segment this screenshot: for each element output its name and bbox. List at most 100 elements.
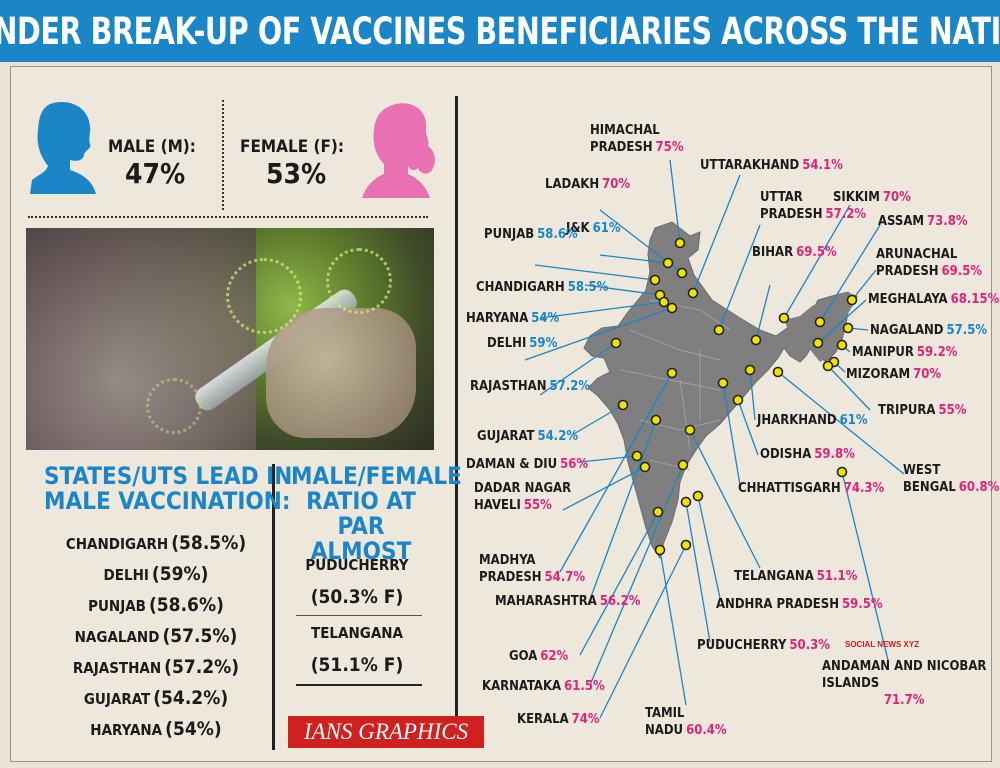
holding-hand — [266, 308, 416, 438]
state-value: 58.6% — [537, 227, 578, 242]
state-marker-arunachal-pradesh — [846, 294, 858, 306]
state-value: 62% — [540, 649, 569, 664]
par-separator — [296, 615, 422, 616]
state-value: 51.1% — [816, 569, 858, 584]
state-marker-ladakh — [676, 267, 688, 279]
leader-line-kerala — [599, 544, 687, 719]
state-marker-kerala — [680, 539, 692, 551]
state-label-arunachal-pradesh: ARUNACHAL PRADESH 69.5% — [876, 246, 982, 280]
state-name: DADAR NAGAR — [474, 481, 572, 496]
leader-line-uttarakhand — [692, 174, 741, 294]
male-lead-heading: STATES/UTS LEAD IN MALE VACCINATION: — [44, 462, 293, 515]
state-value: 55% — [523, 498, 552, 513]
state-label-tamil-nadu: TAMIL NADU 60.4% — [645, 705, 727, 739]
female-label: FEMALE (F): — [240, 137, 345, 157]
leader-line-assam — [819, 224, 881, 323]
state-name: J&K 61% — [566, 221, 621, 236]
state-name: ANDAMAN AND NICOBAR — [822, 659, 987, 674]
state-label-odisha: ODISHA 59.8% — [760, 446, 855, 463]
state-value: 50.3% — [789, 638, 830, 653]
state-name: GOA 62% — [509, 649, 569, 664]
state-value: 61.5% — [564, 679, 605, 694]
leader-line-andhra-pradesh — [697, 495, 721, 599]
state-value: 59.5% — [842, 597, 883, 612]
state-name: UTTAR — [760, 190, 803, 205]
gloved-hand — [26, 228, 256, 450]
leader-line-tamil-nadu — [659, 549, 687, 706]
state-value: 69.5% — [941, 264, 983, 279]
leader-line-goa — [579, 511, 659, 656]
state-label-andaman-and-nicobar-islands: ANDAMAN AND NICOBAR ISLANDS 71.7% — [822, 658, 986, 709]
state-name: JHARKHAND 61% — [757, 413, 868, 428]
female-head-icon — [362, 103, 435, 198]
state-label-tripura: TRIPURA 55% — [878, 402, 966, 419]
male-value: 47% — [125, 157, 186, 190]
leader-line-puducherry — [685, 501, 711, 643]
leader-line-madhya-pradesh — [559, 372, 673, 573]
state-label-mizoram: MIZORAM 70% — [846, 366, 941, 383]
par-item-telangana: TELANGANA (51.1% F) — [310, 624, 404, 676]
vertical-divider — [455, 96, 458, 741]
state-marker-bihar — [750, 334, 762, 346]
state-label-j-k: J&K 61% — [566, 220, 621, 237]
credit-badge: IANS GRAPHICS — [288, 716, 484, 748]
list-item: GUJARAT (54.2%) — [83, 687, 229, 709]
state-name: PUDUCHERRY 50.3% — [697, 638, 830, 653]
state-marker-meghalaya — [812, 337, 824, 349]
state-value: 59.2% — [916, 345, 958, 360]
state-value: 57.2% — [825, 207, 867, 222]
state-name: ANDHRA PRADESH 59.5% — [716, 597, 883, 612]
leader-line-punjab — [534, 264, 656, 281]
leader-line-delhi — [524, 307, 673, 361]
virus-icon — [326, 248, 392, 314]
state-marker-telangana — [684, 424, 696, 436]
list-item: DELHI (59%) — [103, 563, 209, 585]
vaccine-photo — [26, 228, 434, 450]
list-item: NAGALAND (57.5%) — [74, 625, 238, 647]
state-name: ODISHA 59.8% — [760, 447, 855, 462]
state-marker-daman-diu — [631, 450, 643, 462]
state-value: 75% — [655, 140, 684, 155]
state-label-rajasthan: RAJASTHAN 57.2% — [470, 378, 590, 395]
state-name: PRADESH 54.7% — [479, 570, 586, 585]
state-label-uttarakhand: UTTARAKHAND 54.1% — [700, 157, 843, 174]
dotted-divider — [222, 100, 224, 210]
state-value: 54.2% — [537, 429, 579, 444]
state-marker-assam — [814, 316, 826, 328]
virus-icon — [146, 378, 202, 434]
state-name: KARNATAKA 61.5% — [482, 679, 605, 694]
state-name: SIKKIM 70% — [833, 190, 911, 205]
state-name: MADHYA — [479, 553, 536, 568]
state-label-telangana: TELANGANA 51.1% — [734, 568, 857, 585]
state-marker-dadar-nagar-haveli — [639, 461, 651, 473]
leader-line-gujarat — [571, 404, 624, 436]
state-marker-uttar-pradesh — [713, 324, 725, 336]
state-marker-gujarat — [617, 399, 629, 411]
state-marker-j-k — [662, 257, 674, 269]
state-value: 57.2% — [549, 379, 591, 394]
state-marker-west-bengal — [772, 366, 784, 378]
state-name: NAGALAND 57.5% — [870, 323, 988, 338]
state-label-goa: GOA 62% — [509, 648, 568, 665]
state-label-jharkhand: JHARKHAND 61% — [757, 412, 868, 429]
state-name: HAVELI 55% — [474, 498, 552, 513]
state-label-daman-diu: DAMAN & DIU 56% — [466, 456, 588, 473]
state-marker-jharkhand — [744, 364, 756, 376]
state-name: TRIPURA 55% — [878, 403, 967, 418]
state-name: HIMACHAL — [590, 123, 660, 138]
male-head-icon — [30, 102, 96, 194]
state-label-manipur: MANIPUR 59.2% — [852, 344, 957, 361]
leader-line-west-bengal — [777, 371, 905, 475]
state-value: 74.3% — [843, 481, 885, 496]
state-label-gujarat: GUJARAT 54.2% — [477, 428, 578, 445]
state-name: PRADESH 57.2% — [760, 207, 867, 222]
state-label-himachal-pradesh: HIMACHAL PRADESH 75% — [590, 122, 684, 156]
state-label-nagaland: NAGALAND 57.5% — [870, 322, 987, 339]
state-value: 56.2% — [599, 594, 641, 609]
state-value: 54% — [531, 311, 560, 326]
state-marker-nagaland — [842, 322, 854, 334]
state-label-punjab: PUNJAB 58.6% — [484, 226, 578, 243]
state-marker-chhattisgarh — [717, 377, 729, 389]
state-label-haryana: HARYANA 54% — [466, 310, 559, 327]
leader-line-tripura — [827, 365, 871, 411]
